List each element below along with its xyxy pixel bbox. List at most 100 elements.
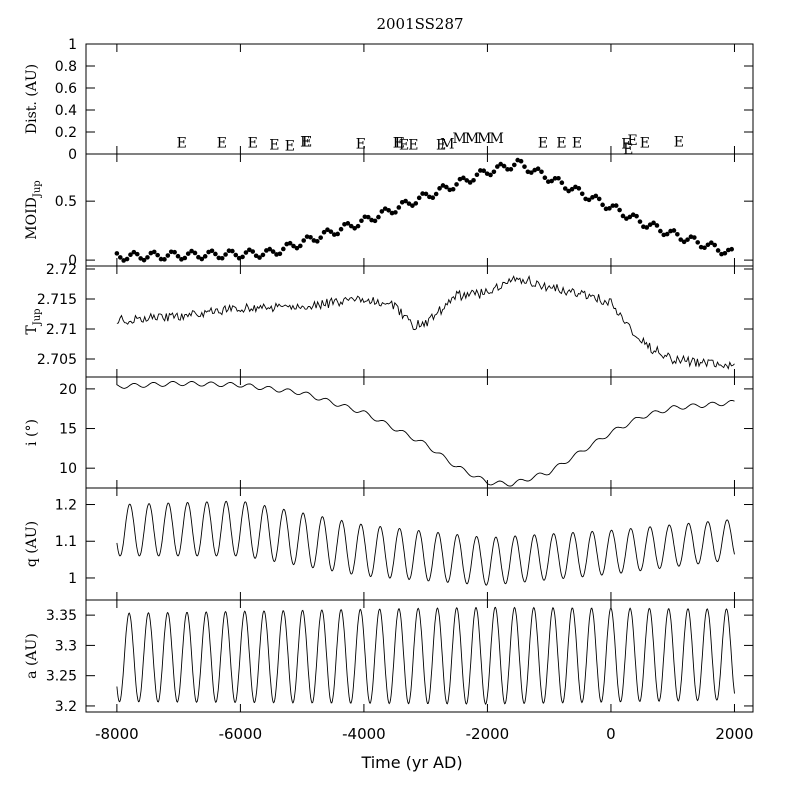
encounter-mark: E [248, 135, 258, 151]
moid-point [501, 163, 507, 169]
moid-point [403, 198, 408, 204]
encounter-mark: E [393, 135, 403, 151]
moid-point [226, 248, 232, 254]
chart-title: 2001SS287 [376, 15, 463, 33]
moid-point [362, 214, 368, 220]
y-axis-label-dist: Dist. (AU) [24, 64, 40, 134]
encounter-mark: E [177, 135, 187, 151]
series-line-tjup [116, 274, 735, 370]
moid-point [549, 178, 554, 184]
moid-point [488, 172, 493, 178]
moid-point [437, 186, 442, 191]
moid-point [233, 252, 239, 258]
moid-point [335, 231, 340, 237]
moid-point [444, 184, 449, 190]
moid-point [291, 243, 296, 249]
panel-frame-tjup [85, 265, 754, 378]
encounter-mark: E [627, 133, 637, 149]
moid-point [512, 162, 517, 168]
y-axis-label-q: q (AU) [24, 521, 40, 567]
moid-point [243, 250, 249, 255]
moid-point [406, 201, 412, 206]
moid-point [695, 240, 701, 245]
moid-point [450, 186, 456, 192]
moid-point [556, 175, 561, 181]
x-tick-label: -6000 [219, 725, 263, 743]
encounter-mark: E [408, 138, 418, 154]
moid-point [634, 213, 639, 219]
moid-point [658, 228, 663, 234]
panel-tjup: 2.705 2.71 2.715 2.72 TJup [24, 262, 754, 378]
moid-point [613, 203, 619, 208]
y-tick-label-q: 1 [68, 571, 77, 587]
moid-point [637, 219, 643, 224]
y-tick-label-moid: 0.5 [55, 194, 77, 210]
moid-point [359, 218, 364, 224]
moid-point [454, 182, 459, 187]
moid-point [709, 240, 714, 246]
moid-point [654, 223, 660, 228]
moid-point [162, 257, 167, 262]
moid-point [175, 253, 181, 259]
moid-point [216, 255, 222, 261]
moid-point [314, 239, 320, 244]
moid-point [576, 186, 582, 191]
moid-point [702, 245, 707, 251]
moid-point [294, 245, 300, 251]
moid-point [352, 225, 357, 231]
moid-point [345, 221, 351, 226]
panel-frame-moid [85, 153, 754, 267]
encounter-mark: E [217, 135, 227, 151]
moid-point [202, 254, 208, 259]
y-tick-label-inc: 10 [59, 461, 77, 477]
y-tick-label-tjup: 2.71 [46, 322, 77, 338]
moid-point [230, 248, 235, 254]
moid-point [386, 208, 391, 213]
moid-point [138, 256, 143, 261]
moid-point [124, 256, 130, 262]
moid-point [505, 167, 510, 172]
panel-inc: 10 15 20 i (°) [24, 376, 754, 489]
moid-point [318, 235, 323, 240]
y-axis-label-tjup: TJup [24, 308, 43, 334]
moid-point [715, 248, 721, 253]
encounter-mark: E [538, 135, 548, 151]
y-tick-label-dist: 0.8 [55, 59, 77, 75]
moid-point [498, 161, 504, 167]
moid-point [579, 191, 585, 197]
encounter-mark: M [477, 131, 491, 147]
moid-point [495, 164, 500, 169]
y-axis-label-inc: i (°) [24, 419, 40, 446]
encounter-mark: M [440, 137, 454, 153]
encounter-mark: E [623, 142, 633, 158]
moid-point [644, 225, 650, 230]
y-tick-label-a: 3.3 [55, 638, 77, 654]
moid-point [247, 247, 252, 253]
moid-point [240, 254, 245, 260]
encounter-mark: E [300, 134, 310, 150]
encounter-mark: E [269, 138, 279, 154]
panel-frame-a [85, 599, 754, 713]
moid-point [379, 209, 385, 214]
moid-point [528, 170, 534, 175]
y-tick-label-q: 1.2 [55, 498, 77, 514]
series-line-inc [116, 380, 735, 487]
moid-point [250, 249, 256, 254]
moid-point [664, 231, 670, 237]
x-tick-label: 0 [606, 725, 616, 743]
moid-point [376, 214, 381, 220]
moid-point [627, 214, 633, 220]
moid-point [471, 177, 476, 183]
encounter-mark: E [302, 134, 312, 150]
y-tick-label-dist: 0.6 [55, 81, 77, 97]
moid-point [253, 253, 259, 259]
moid-point [620, 213, 626, 219]
encounter-mark: M [490, 131, 504, 147]
moid-point [114, 251, 120, 256]
moid-point [301, 238, 307, 243]
moid-point [461, 175, 466, 181]
moid-point [128, 252, 133, 257]
encounter-mark: M [465, 131, 479, 147]
